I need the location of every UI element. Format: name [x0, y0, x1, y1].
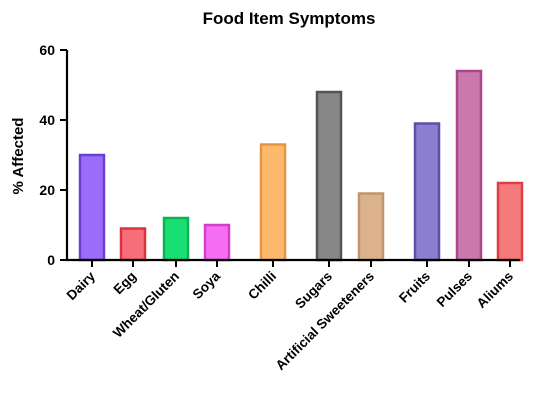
bar-wheat-gluten [162, 216, 190, 262]
x-tick-label: Fruits [396, 269, 433, 306]
bar-chilli [259, 143, 287, 262]
x-tick-label: Aliums [474, 269, 516, 311]
bar-egg [119, 227, 147, 262]
bar-pulses [455, 69, 483, 262]
y-tick-label: 0 [47, 252, 55, 268]
y-ticks-group: 0 20 40 60 [39, 42, 67, 268]
x-tick-label: Dairy [64, 268, 99, 303]
y-tick-label: 40 [39, 112, 55, 128]
bar-artificial-sweeteners [357, 192, 385, 262]
chart-title: Food Item Symptoms [203, 9, 376, 28]
y-axis-label: % Affected [10, 118, 27, 195]
y-tick-label: 20 [39, 182, 55, 198]
bar-dairy [78, 153, 106, 262]
x-tick-label: Soya [190, 268, 224, 302]
x-tick-label: Chilli [245, 269, 279, 303]
bar-sugars [315, 90, 343, 262]
y-tick-label: 60 [39, 42, 55, 58]
bar-fruits [413, 122, 441, 262]
x-tick-label: Egg [110, 269, 139, 298]
bar-soya [203, 223, 231, 262]
bars-group [78, 69, 524, 262]
bar-aliums [496, 181, 524, 262]
x-tick-label: Pulses [434, 269, 475, 310]
